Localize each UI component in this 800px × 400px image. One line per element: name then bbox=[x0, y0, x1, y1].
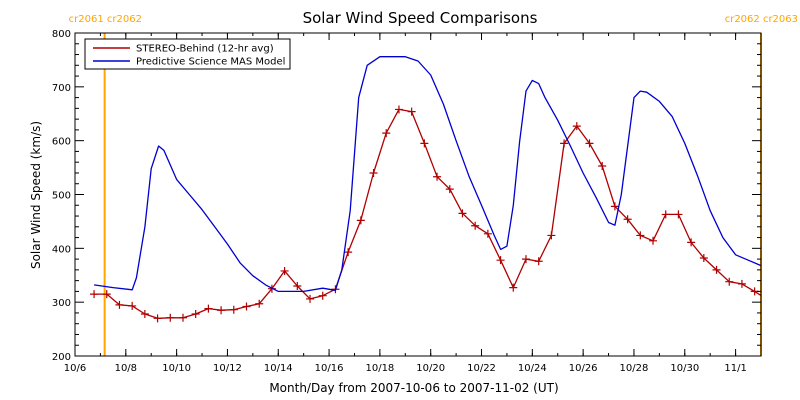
series-1-point bbox=[737, 279, 746, 288]
legend-label-2: Predictive Science MAS Model bbox=[136, 57, 285, 68]
series-1-point bbox=[610, 202, 619, 211]
series-1-point bbox=[293, 282, 302, 291]
series-1-point bbox=[255, 299, 264, 308]
y-axis-label: Solar Wind Speed (km/s) bbox=[29, 121, 43, 269]
series-1-point bbox=[661, 210, 670, 219]
legend: STEREO-Behind (12-hr avg) Predictive Scie… bbox=[84, 38, 291, 70]
axes: 200 300 400 500 600 700 800 10/6 10/8 10/10 10/12 1… bbox=[52, 29, 762, 374]
y-tick-label: 800 bbox=[52, 29, 71, 40]
y-tick-label: 500 bbox=[52, 191, 71, 202]
y-tick-label: 300 bbox=[52, 298, 71, 309]
series-1-point bbox=[445, 185, 454, 194]
series-1-point bbox=[572, 122, 581, 131]
x-tick-label: 10/28 bbox=[620, 363, 649, 374]
series-1-point bbox=[776, 300, 784, 308]
series-1-point bbox=[521, 255, 530, 264]
series-1-point bbox=[356, 216, 365, 225]
series-1-point bbox=[153, 314, 162, 323]
x-tick-label: 10/16 bbox=[315, 363, 344, 374]
series-1-point bbox=[598, 161, 607, 170]
plot-frame bbox=[74, 32, 762, 357]
series-1-point bbox=[178, 313, 187, 322]
series-1-point bbox=[217, 306, 226, 315]
x-tick-label: 10/10 bbox=[162, 363, 191, 374]
x-tick-label: 10/26 bbox=[569, 363, 598, 374]
series-1-point bbox=[140, 310, 149, 319]
x-tick-label: 10/6 bbox=[64, 363, 86, 374]
carrington-rotation-labels: cr2061 cr2062 cr2062 cr2063 bbox=[69, 14, 798, 25]
x-tick-label: 10/8 bbox=[115, 363, 137, 374]
series-1-point bbox=[496, 256, 505, 265]
series-1-point bbox=[280, 266, 289, 275]
series-1-point bbox=[191, 310, 200, 319]
x-axis-label: Month/Day from 2007-10-06 to 2007-11-02 … bbox=[269, 381, 558, 395]
series-1-point bbox=[471, 221, 480, 230]
y-tick-label: 200 bbox=[52, 352, 71, 363]
series-1-point bbox=[433, 172, 442, 181]
series-1-point bbox=[636, 231, 645, 240]
carrington-label: cr2061 cr2062 bbox=[69, 14, 142, 25]
legend-label-1: STEREO-Behind (12-hr avg) bbox=[136, 44, 274, 55]
x-tick-label: 10/30 bbox=[670, 363, 699, 374]
series-1-point bbox=[394, 105, 403, 114]
series-1-point bbox=[229, 305, 238, 314]
series-1-point bbox=[712, 265, 721, 274]
series-1-point bbox=[407, 107, 416, 116]
x-tick-label: 10/12 bbox=[213, 363, 242, 374]
x-tick-label: 11/1 bbox=[724, 363, 746, 374]
series-1-point bbox=[725, 277, 734, 286]
data-series bbox=[90, 56, 784, 323]
x-tick-label: 10/14 bbox=[264, 363, 293, 374]
x-tick-label: 10/18 bbox=[365, 363, 394, 374]
series-1-point bbox=[547, 231, 556, 240]
x-tick-label: 10/22 bbox=[467, 363, 496, 374]
x-tick-label: 10/24 bbox=[518, 363, 547, 374]
series-1-point bbox=[242, 302, 251, 311]
series-1-point bbox=[382, 129, 391, 138]
series-1-point bbox=[306, 294, 315, 303]
series-1-point bbox=[128, 301, 137, 310]
series-line-2 bbox=[94, 56, 761, 293]
series-1-point bbox=[166, 313, 175, 322]
series-1-point bbox=[674, 210, 683, 219]
series-1-point bbox=[509, 283, 518, 292]
series-1-point bbox=[649, 236, 658, 245]
legend-box bbox=[84, 38, 291, 70]
series-1-point bbox=[623, 215, 632, 224]
series-1-point bbox=[90, 290, 99, 299]
series-1-point bbox=[560, 139, 569, 148]
carrington-label: cr2062 cr2063 bbox=[725, 14, 798, 25]
series-1-point bbox=[420, 139, 429, 148]
series-1-point bbox=[458, 209, 467, 218]
chart-title: Solar Wind Speed Comparisons bbox=[303, 9, 538, 27]
series-1-point bbox=[763, 295, 771, 303]
series-1-point bbox=[687, 238, 696, 247]
series-1-point bbox=[699, 254, 708, 263]
series-1-point bbox=[318, 291, 327, 300]
series-1-point bbox=[102, 290, 111, 299]
series-1-point bbox=[344, 248, 353, 257]
y-tick-label: 700 bbox=[52, 83, 71, 94]
series-1-point bbox=[585, 139, 594, 148]
x-tick-label: 10/20 bbox=[416, 363, 445, 374]
series-1-point bbox=[534, 257, 543, 266]
y-tick-label: 600 bbox=[52, 137, 71, 148]
series-1-point bbox=[483, 229, 492, 238]
series-1-point bbox=[369, 168, 378, 177]
series-1-point bbox=[115, 300, 124, 309]
y-tick-label: 400 bbox=[52, 244, 71, 255]
series-1-point bbox=[204, 304, 213, 313]
